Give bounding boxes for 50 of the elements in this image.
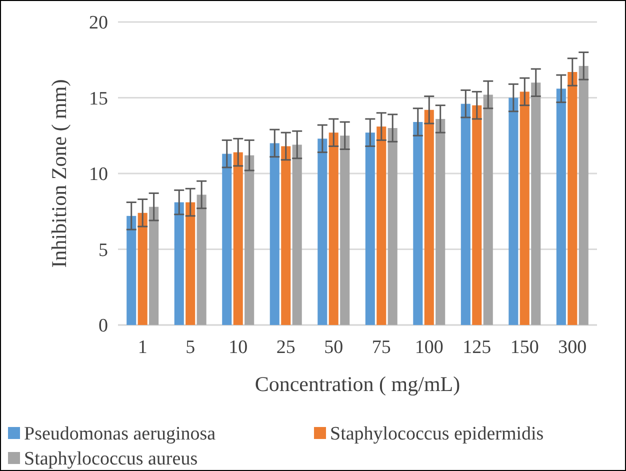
bar bbox=[138, 212, 148, 325]
bar bbox=[472, 105, 482, 325]
bar bbox=[318, 138, 328, 325]
x-tick-label: 50 bbox=[324, 337, 344, 358]
x-tick-label: 10 bbox=[228, 337, 248, 358]
bar bbox=[436, 118, 446, 325]
x-tick-label: 1 bbox=[138, 337, 148, 358]
legend-label: Staphylococcus epidermidis bbox=[330, 424, 544, 445]
bar bbox=[292, 144, 302, 325]
x-tick-label: 300 bbox=[558, 337, 587, 358]
bar bbox=[270, 143, 280, 325]
x-tick-label: 125 bbox=[462, 337, 492, 358]
bar bbox=[568, 72, 578, 325]
bar bbox=[578, 66, 588, 325]
x-tick-label: 75 bbox=[372, 337, 391, 358]
bar bbox=[424, 110, 434, 325]
bar bbox=[531, 82, 541, 325]
x-tick-label: 25 bbox=[276, 337, 296, 358]
bar bbox=[281, 146, 291, 325]
bar bbox=[126, 216, 136, 325]
legend-label: Pseudomonas aeruginosa bbox=[24, 424, 216, 445]
bar bbox=[328, 132, 338, 325]
y-tick-label: 5 bbox=[98, 240, 108, 261]
y-tick-label: 0 bbox=[98, 316, 108, 337]
bar bbox=[174, 202, 184, 325]
bar bbox=[413, 122, 423, 325]
x-axis-title: Concentration ( mg/mL) bbox=[254, 372, 460, 396]
x-tick-label: 100 bbox=[414, 337, 444, 358]
bar bbox=[196, 194, 206, 325]
bar bbox=[340, 136, 350, 325]
x-tick-label: 5 bbox=[186, 337, 196, 358]
bar bbox=[149, 206, 159, 325]
x-tick-label: 150 bbox=[510, 337, 539, 358]
bar bbox=[520, 92, 530, 325]
bar bbox=[556, 88, 566, 325]
y-tick-label: 20 bbox=[89, 12, 108, 34]
bar bbox=[508, 98, 518, 325]
bar bbox=[460, 104, 470, 325]
y-axis-title: Inhibition Zone ( mm) bbox=[47, 79, 71, 268]
y-tick-label: 10 bbox=[89, 164, 108, 186]
bar bbox=[388, 128, 398, 325]
bar bbox=[233, 152, 243, 325]
bar bbox=[244, 155, 254, 325]
y-tick-label: 15 bbox=[89, 88, 108, 110]
bar bbox=[365, 132, 375, 325]
bar bbox=[376, 126, 386, 325]
bar bbox=[483, 94, 493, 325]
bar bbox=[222, 154, 232, 325]
legend-label: Staphylococcus aureus bbox=[24, 448, 198, 470]
bar bbox=[186, 202, 196, 325]
